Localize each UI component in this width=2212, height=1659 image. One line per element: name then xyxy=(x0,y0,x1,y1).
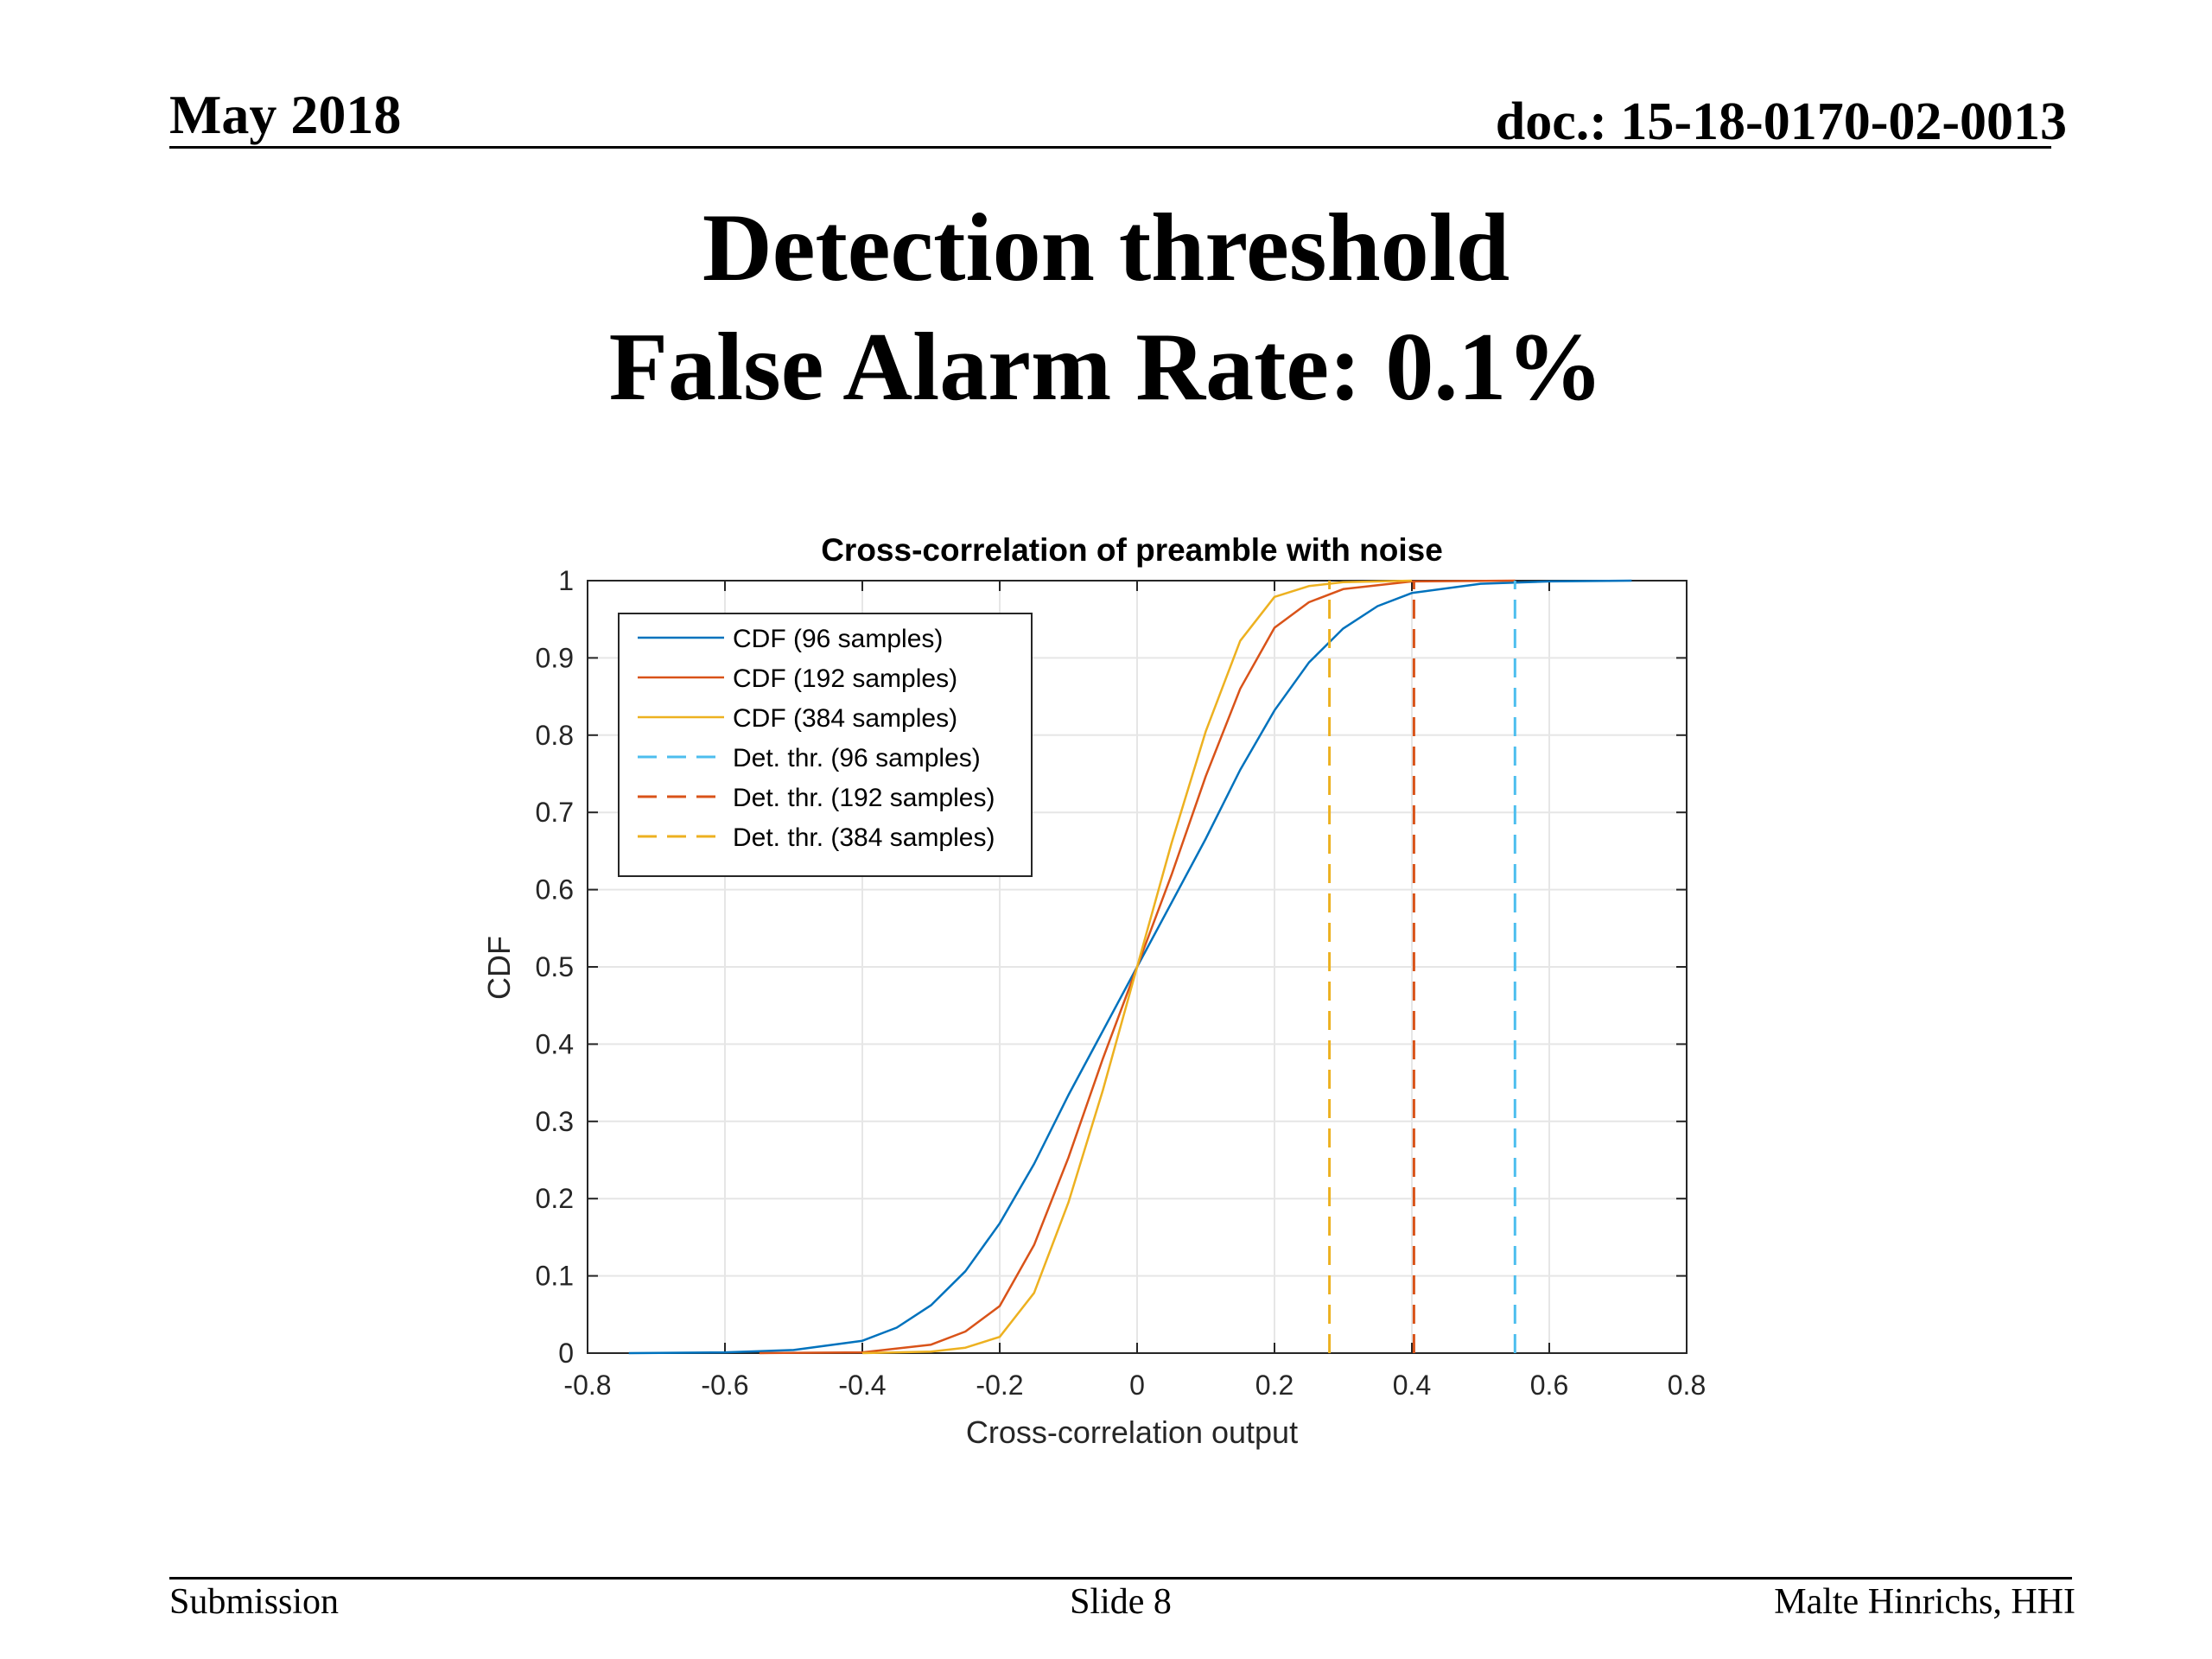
slide-title-line-2: False Alarm Rate: 0.1% xyxy=(608,314,1604,421)
chart-axes: -0.8 -0.6 -0.4 -0.2 0 0.2 0.4 0.6 0.8 0 0.1 0.2 0.3 0… xyxy=(536,565,1707,1401)
legend-label: CDF (96 samples) xyxy=(733,625,943,653)
chart-labels: Cross-correlation of preamble with noise… xyxy=(481,532,1443,1450)
legend-box xyxy=(618,613,1033,877)
x-tick-label: -0.4 xyxy=(838,1370,886,1401)
legend-label: CDF (192 samples) xyxy=(733,664,957,693)
y-tick-label: 0.8 xyxy=(536,720,574,751)
y-tick-label: 0.7 xyxy=(536,797,574,828)
chart-series xyxy=(628,579,1632,1355)
footer-author: Malte Hinrichs, HHI xyxy=(1774,1582,2075,1622)
x-tick-label: 0.6 xyxy=(1530,1370,1568,1401)
x-tick-label: -0.6 xyxy=(701,1370,748,1401)
y-tick-label: 0.9 xyxy=(536,642,574,673)
chart-legend: CDF (96 samples) CDF (192 samples) CDF (38… xyxy=(618,613,1033,877)
header-doc-number: doc.: 15-18-0170-02-0013 xyxy=(1495,92,2067,151)
y-tick-label: 0.1 xyxy=(536,1261,574,1292)
x-tick-label: 0.8 xyxy=(1668,1370,1706,1401)
x-tick-label: -0.8 xyxy=(563,1370,611,1401)
y-tick-label: 0.6 xyxy=(536,874,574,906)
footer-divider xyxy=(169,1577,2072,1580)
y-tick-label: 0 xyxy=(558,1338,574,1369)
legend-label: Det. thr. (96 samples) xyxy=(733,744,981,772)
y-tick-label: 0.2 xyxy=(536,1183,574,1214)
x-axis-label: Cross-correlation output xyxy=(966,1414,1298,1450)
header-divider xyxy=(169,146,2051,149)
y-tick-label: 0.3 xyxy=(536,1106,574,1137)
slide-title-line-1: Detection threshold xyxy=(702,194,1510,302)
footer-submission: Submission xyxy=(169,1582,340,1622)
x-tick-label: 0.2 xyxy=(1255,1370,1294,1401)
y-tick-label: 0.5 xyxy=(536,951,574,982)
x-tick-label: 0.4 xyxy=(1393,1370,1431,1401)
x-tick-label: -0.2 xyxy=(976,1370,1023,1401)
header-date: May 2018 xyxy=(169,84,402,145)
legend-label: Det. thr. (384 samples) xyxy=(733,823,995,852)
series-line-3 xyxy=(861,579,1413,1355)
y-axis-label: CDF xyxy=(481,936,517,1000)
chart-title: Cross-correlation of preamble with noise xyxy=(821,532,1443,568)
footer-slide-number: Slide 8 xyxy=(1070,1582,1172,1622)
y-tick-label: 0.4 xyxy=(536,1028,574,1059)
y-tick-label: 1 xyxy=(558,565,574,596)
legend-label: CDF (384 samples) xyxy=(733,704,957,733)
slide-title: Detection threshold False Alarm Rate: 0.… xyxy=(0,188,2212,427)
legend-label: Det. thr. (192 samples) xyxy=(733,784,995,812)
x-tick-label: 0 xyxy=(1129,1370,1145,1401)
